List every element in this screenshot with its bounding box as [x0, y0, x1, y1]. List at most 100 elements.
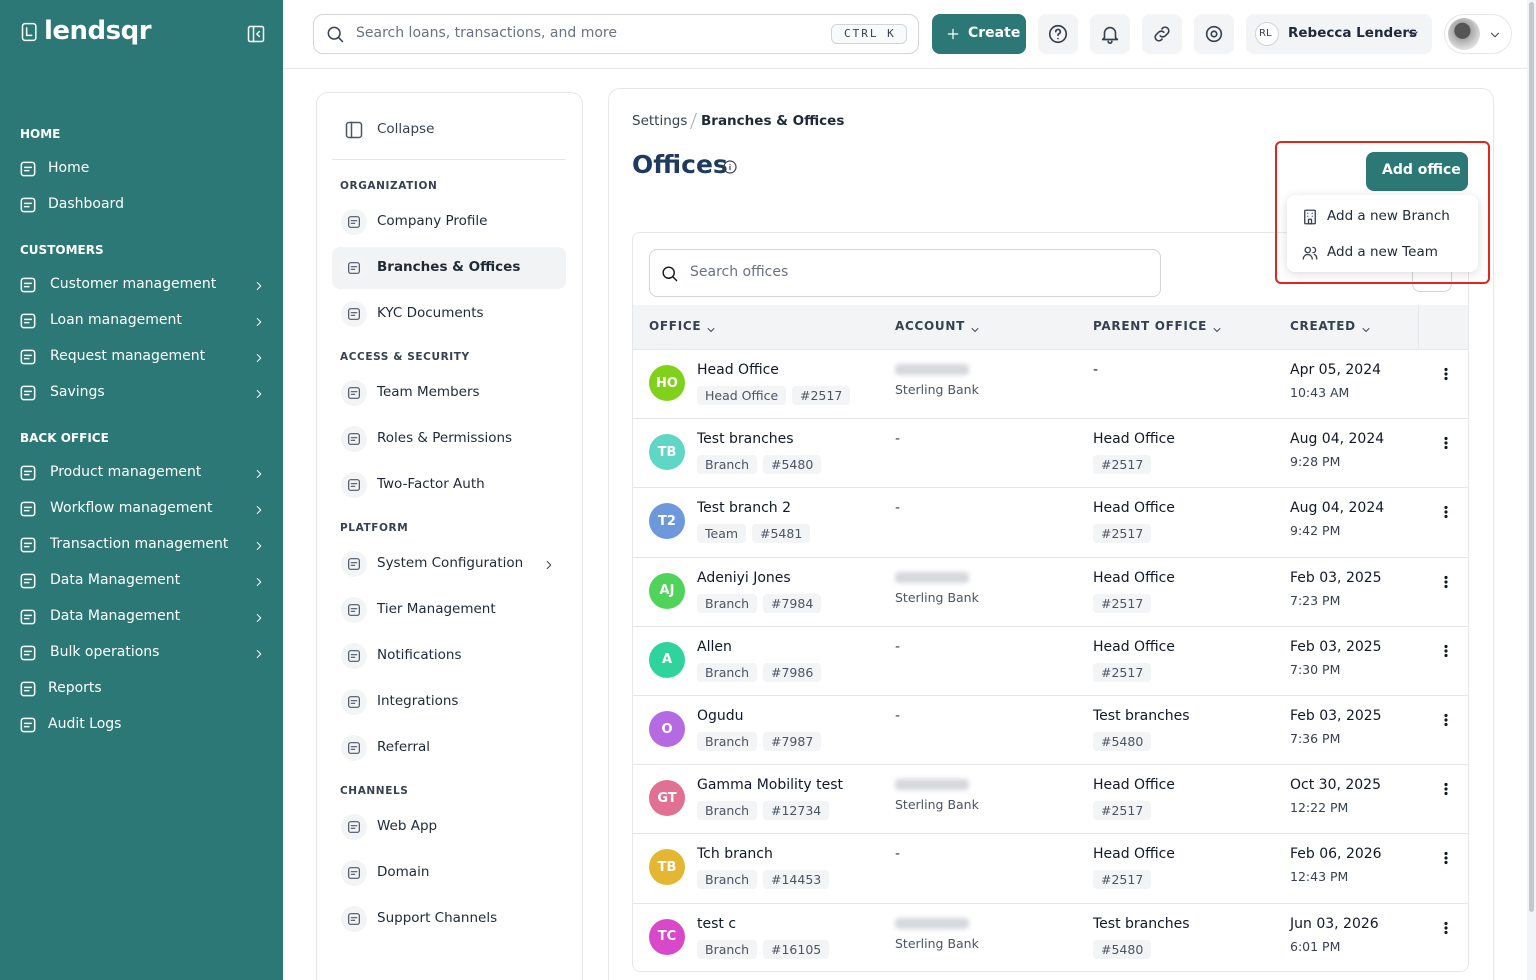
nav-item[interactable]: Loan management [50, 312, 182, 328]
avatar-initials: AJ [659, 583, 675, 599]
nav-item[interactable]: Savings [50, 384, 105, 400]
item-icon-bg [341, 255, 367, 281]
nav-item[interactable]: Home [48, 160, 90, 176]
icon-shape [1444, 787, 1448, 791]
office-avatar: TB [649, 849, 685, 886]
icon[interactable] [18, 535, 38, 555]
icon-button[interactable] [1090, 14, 1130, 54]
avatar-initials: HO [656, 375, 678, 391]
icon [542, 557, 556, 571]
office-name[interactable]: Adeniyi Jones [697, 569, 791, 586]
settings-item[interactable]: Web App [377, 818, 438, 834]
settings-item[interactable]: System Configuration [377, 555, 524, 571]
nav-item[interactable]: Customer management [50, 276, 217, 292]
tag: Team [697, 524, 747, 544]
nav-item[interactable]: Workflow management [50, 500, 213, 516]
column-header[interactable]: ACCOUNT [895, 319, 965, 333]
icon-shape [1048, 24, 1068, 44]
column-header[interactable]: CREATED [1290, 319, 1356, 333]
tag: #12734 [763, 801, 830, 821]
office-name[interactable]: Test branches [697, 431, 794, 448]
icon [20, 20, 40, 44]
office-name[interactable]: Ogudu [697, 708, 744, 724]
nav-item[interactable]: Request management [50, 348, 206, 364]
office-name[interactable]: Test branch 2 [697, 500, 792, 517]
nav-item[interactable]: Audit Logs [48, 716, 122, 732]
breadcrumb-root[interactable]: Settings [632, 113, 688, 129]
icon[interactable] [246, 24, 266, 44]
office-name[interactable]: Tch branch [697, 846, 773, 863]
office-name[interactable]: Head Office [697, 362, 779, 378]
icon[interactable] [18, 159, 38, 179]
settings-item[interactable]: Referral [377, 739, 431, 755]
icon[interactable] [1437, 503, 1455, 521]
icon[interactable] [18, 607, 38, 627]
icon[interactable] [18, 383, 38, 403]
settings-item[interactable]: Integrations [377, 693, 459, 709]
icon-shape [1362, 328, 1370, 332]
nav-item[interactable]: Bulk operations [50, 644, 160, 660]
icon[interactable] [18, 463, 38, 483]
add-menu-item[interactable]: Add a new Team [1327, 244, 1438, 260]
icon[interactable] [18, 715, 38, 735]
add-office-label[interactable]: Add office [1382, 162, 1461, 178]
icon[interactable] [1437, 434, 1455, 452]
office-name[interactable]: Gamma Mobility test [697, 777, 844, 794]
created-time: 9:42 PM [1290, 523, 1341, 539]
icon[interactable] [344, 120, 364, 140]
nav-item[interactable]: Reports [48, 680, 102, 696]
icon[interactable] [1437, 642, 1455, 660]
add-office-button[interactable] [1366, 152, 1468, 191]
icon [325, 24, 345, 44]
nav-item[interactable]: Dashboard [48, 196, 124, 212]
office-name[interactable]: test c [697, 915, 737, 932]
settings-item[interactable]: Tier Management [377, 601, 496, 617]
item-icon-bg [341, 597, 367, 623]
icon[interactable] [18, 311, 38, 331]
nav-item[interactable]: Data Management [50, 608, 181, 624]
item-icon-bg [341, 472, 367, 498]
office-name[interactable]: Allen [697, 638, 732, 655]
icon[interactable] [1437, 365, 1455, 383]
icon-button[interactable] [1194, 14, 1234, 54]
settings-item[interactable]: Team Members [377, 384, 480, 400]
settings-item[interactable]: Two-Factor Auth [377, 476, 485, 492]
icon[interactable] [1437, 780, 1455, 798]
nav-item[interactable]: Product management [50, 464, 202, 480]
icon[interactable] [18, 275, 38, 295]
account-masked [895, 571, 969, 583]
profile-menu[interactable] [1444, 14, 1512, 54]
icon[interactable] [1437, 711, 1455, 729]
icon-shape [345, 121, 363, 139]
icon[interactable] [18, 347, 38, 367]
settings-item[interactable]: Roles & Permissions [377, 430, 513, 446]
global-search[interactable] [313, 14, 919, 54]
column-header[interactable]: PARENT OFFICE [1093, 319, 1207, 333]
nav-item[interactable]: Data Management [50, 572, 181, 588]
icon-button[interactable] [1142, 14, 1182, 54]
icon-shape [1444, 718, 1448, 722]
settings-item[interactable]: Company Profile [377, 213, 488, 229]
nav-item[interactable]: Transaction management [50, 536, 229, 552]
icon[interactable] [18, 643, 38, 663]
icon[interactable] [18, 679, 38, 699]
icon[interactable] [1437, 849, 1455, 867]
settings-item[interactable]: KYC Documents [377, 305, 484, 321]
icon [252, 538, 266, 552]
icon[interactable] [1437, 919, 1455, 937]
collapse-label[interactable]: Collapse [377, 121, 435, 137]
settings-item[interactable]: Support Channels [377, 910, 498, 926]
settings-item[interactable]: Notifications [377, 647, 462, 663]
icon-shape [1444, 506, 1448, 510]
column-header[interactable]: OFFICE [649, 319, 702, 333]
settings-item[interactable]: Branches & Offices [377, 259, 521, 275]
icon[interactable] [18, 499, 38, 519]
icon[interactable] [1437, 573, 1455, 591]
icon-svg [256, 389, 262, 399]
icon[interactable] [18, 571, 38, 591]
office-search[interactable] [649, 249, 1161, 297]
add-menu-item[interactable]: Add a new Branch [1327, 208, 1450, 224]
create-button[interactable] [932, 14, 1026, 54]
settings-item[interactable]: Domain [377, 864, 430, 880]
icon[interactable] [18, 195, 38, 215]
